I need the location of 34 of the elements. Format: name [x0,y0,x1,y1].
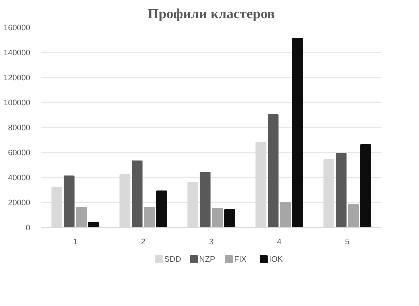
y-tick-label: 100000 [4,98,32,108]
bar [268,114,279,228]
y-tick-label: 160000 [4,24,32,32]
y-tick-label: 40000 [8,174,32,182]
x-tick-label: 4 [277,238,282,246]
y-tick-label: 80000 [8,124,32,132]
x-tick-label: 2 [141,238,146,246]
bar [144,207,156,228]
x-tick-label: 5 [345,238,350,246]
bar [280,202,292,228]
legend-label: IOK [269,255,284,264]
x-tick-label: 3 [209,238,214,246]
bar [292,38,304,228]
bar [200,172,211,228]
y-tick-label: 0 [26,224,32,232]
bar [64,176,75,228]
legend-label: SDD [164,255,182,264]
bar [336,153,347,228]
chart-title: Профили кластеров [148,8,276,22]
y-tick-label: 20000 [8,198,32,208]
bar [348,204,360,228]
x-tick-label: 1 [73,238,78,246]
bar [156,190,168,228]
bar [360,144,372,228]
bar [212,208,224,228]
y-tick-label: 60000 [8,148,32,158]
y-tick-label: 120000 [4,74,32,82]
bar [88,222,100,228]
bar [76,207,88,228]
legend-label: NZP [199,255,216,264]
bar [224,210,236,228]
bar [132,160,143,228]
y-tick-label: 140000 [4,48,32,58]
legend-label: FIX [234,255,248,264]
